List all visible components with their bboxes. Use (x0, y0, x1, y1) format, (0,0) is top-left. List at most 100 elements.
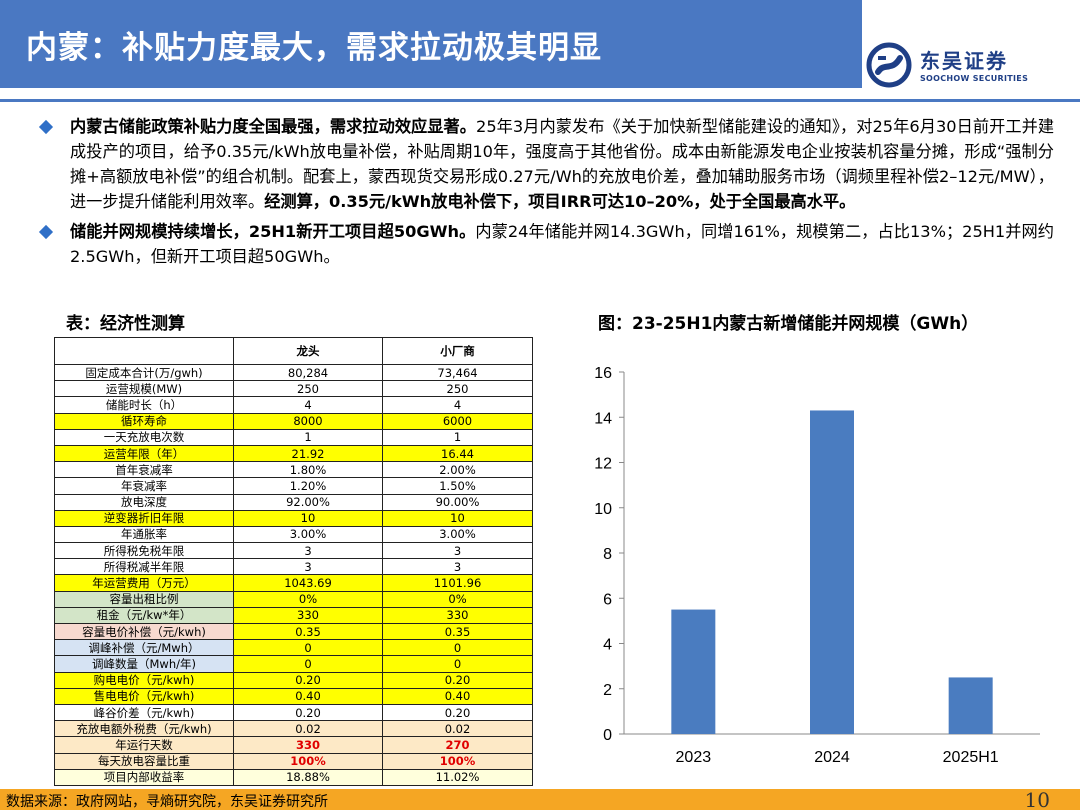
row-label-cell: 容量电价补偿（元/kwh) (54, 622, 234, 641)
bullet-body: 25年3月内蒙发布《关于加快新型储能建设的通知》，对25年6月30日前开工并建成… (70, 117, 1055, 211)
logo-english-name: SOOCHOW SECURITIES (920, 74, 1029, 83)
leader-value-cell: 0.20 (233, 671, 383, 689)
row-label-cell: 循环寿命 (54, 412, 234, 430)
header-cell-blank (54, 337, 234, 365)
table-row: 购电电价（元/kwh) 0.20 0.20 (54, 671, 533, 689)
leader-value-cell: 3.00% (233, 525, 383, 544)
small-maker-value-cell: 0.35 (382, 622, 533, 641)
leader-value-cell: 0.40 (233, 687, 383, 705)
small-maker-value-cell: 0 (382, 655, 533, 673)
y-tick-label: 8 (603, 546, 612, 563)
table-row: 放电深度 92.00% 90.00% (54, 493, 533, 511)
leader-value-cell: 0.02 (233, 720, 383, 738)
leader-value-cell: 1.20% (233, 477, 383, 495)
table-row: 售电电价（元/kwh) 0.40 0.40 (54, 687, 533, 705)
row-label-cell: 运营规模(MW) (54, 380, 234, 398)
row-label-cell: 所得税减半年限 (54, 558, 234, 576)
row-label-cell: 调峰数量（Mwh/年) (54, 655, 234, 673)
table-row: 每天放电容量比重 100% 100% (54, 752, 533, 770)
row-label-cell: 年运营费用（万元） (54, 574, 234, 592)
leader-value-cell: 21.92 (233, 444, 383, 463)
small-maker-value-cell: 250 (382, 380, 533, 398)
leader-value-cell: 0% (233, 590, 383, 608)
leader-value-cell: 92.00% (233, 493, 383, 511)
row-label-cell: 售电电价（元/kwh) (54, 687, 234, 705)
table-row: 充放电额外税费（元/kwh) 0.02 0.02 (54, 720, 533, 738)
small-maker-value-cell: 73,464 (382, 363, 533, 382)
small-maker-value-cell: 0.20 (382, 703, 533, 722)
logo-chinese-name: 东吴证券 (920, 49, 1008, 73)
row-label-cell: 项目内部收益率 (54, 768, 234, 786)
page-title: 内蒙：补贴力度最大，需求拉动极其明显 (26, 30, 602, 66)
table-row: 年衰减率 1.20% 1.50% (54, 477, 533, 495)
small-maker-value-cell: 1 (382, 428, 533, 446)
x-tick-label: 2025H1 (943, 749, 999, 766)
small-maker-value-cell: 0% (382, 590, 533, 608)
small-maker-value-cell: 1101.96 (382, 574, 533, 592)
leader-value-cell: 250 (233, 380, 383, 398)
bar-2024 (810, 410, 854, 734)
table-row: 容量出租比例 0% 0% (54, 590, 533, 608)
row-label-cell: 峰谷价差（元/kwh) (54, 703, 234, 722)
small-maker-value-cell: 6000 (382, 412, 533, 430)
table-row: 年通胀率 3.00% 3.00% (54, 525, 533, 544)
row-label-cell: 固定成本合计(万/gwh) (54, 363, 234, 382)
leader-value-cell: 1 (233, 428, 383, 446)
x-tick-label: 2023 (676, 749, 712, 766)
row-label-cell: 购电电价（元/kwh) (54, 671, 234, 689)
company-logo: 东吴证券 SOOCHOW SECURITIES (866, 42, 1066, 88)
leader-value-cell: 0 (233, 639, 383, 657)
row-label-cell: 首年衰减率 (54, 461, 234, 479)
x-tick-label: 2024 (814, 749, 850, 766)
table-row: 循环寿命 8000 6000 (54, 412, 533, 430)
table-row: 租金（元/kw*年） 330 330 (54, 606, 533, 625)
small-maker-value-cell: 270 (382, 736, 533, 754)
economics-table: 龙头 小厂商 固定成本合计(万/gwh) 80,284 73,464 运营规模(MW)… (54, 337, 533, 786)
y-tick-label: 14 (594, 410, 612, 427)
leader-value-cell: 4 (233, 396, 383, 414)
leader-value-cell: 3 (233, 542, 383, 560)
header-cell-small-maker: 小厂商 (382, 337, 533, 365)
row-label-cell: 运营年限（年） (54, 444, 234, 463)
leader-value-cell: 8000 (233, 412, 383, 430)
y-tick-label: 6 (603, 591, 612, 608)
leader-value-cell: 1043.69 (233, 574, 383, 592)
table-row: 运营规模(MW) 250 250 (54, 380, 533, 398)
row-label-cell: 放电深度 (54, 493, 234, 511)
row-label-cell: 所得税免税年限 (54, 542, 234, 560)
small-maker-value-cell: 0 (382, 639, 533, 657)
table-row: 调峰补偿（元/Mwh） 0 0 (54, 639, 533, 657)
footer-bar: 数据来源：政府网站，寻熵研究院，东吴证券研究所 10 (0, 788, 1080, 810)
soochow-s-logo-icon (866, 42, 912, 88)
title-bar: 内蒙：补贴力度最大，需求拉动极其明显 (0, 0, 862, 88)
leader-value-cell: 100% (233, 752, 383, 770)
small-maker-value-cell: 4 (382, 396, 533, 414)
leader-value-cell: 10 (233, 509, 383, 527)
bullet-body: 内蒙24年储能并网14.3GWh，同增161%，规模第二，占比13%；25H1并… (70, 222, 1054, 266)
row-label-cell: 年运行天数 (54, 736, 234, 754)
bar-chart: 0 2 4 6 8 10 12 14 16 2023 2024 2025H1 (594, 365, 1040, 766)
diamond-bullet-icon (38, 224, 54, 240)
table-title: 表：经济性测算 (66, 314, 185, 334)
y-tick-label: 16 (594, 365, 612, 382)
small-maker-value-cell: 3.00% (382, 525, 533, 544)
bullet-item-scale: 储能并网规模持续增长，25H1新开工项目超50GWh。内蒙24年储能并网14.3… (38, 219, 1054, 269)
bullet-lead: 储能并网规模持续增长，25H1新开工项目超50GWh。 (70, 222, 476, 241)
row-label-cell: 调峰补偿（元/Mwh） (54, 639, 234, 657)
data-source: 数据来源：政府网站，寻熵研究院，东吴证券研究所 (6, 794, 328, 810)
y-tick-label: 2 (603, 682, 612, 699)
leader-value-cell: 18.88% (233, 768, 383, 786)
y-tick-label: 4 (603, 637, 612, 654)
table-row: 项目内部收益率 18.88% 11.02% (54, 768, 533, 786)
table-row: 容量电价补偿（元/kwh) 0.35 0.35 (54, 622, 533, 641)
row-label-cell: 储能时长（h） (54, 396, 234, 414)
bar-2025h1 (948, 677, 993, 734)
bullet-lead: 内蒙古储能政策补贴力度全国最强，需求拉动效应显著。 (70, 117, 477, 136)
small-maker-value-cell: 0.20 (382, 671, 533, 689)
y-tick-label: 12 (594, 456, 612, 473)
diamond-bullet-icon (38, 119, 54, 135)
row-label-cell: 租金（元/kw*年） (54, 606, 234, 625)
leader-value-cell: 80,284 (233, 363, 383, 382)
table-row: 运营年限（年） 21.92 16.44 (54, 444, 533, 463)
bar-2023 (671, 609, 716, 734)
